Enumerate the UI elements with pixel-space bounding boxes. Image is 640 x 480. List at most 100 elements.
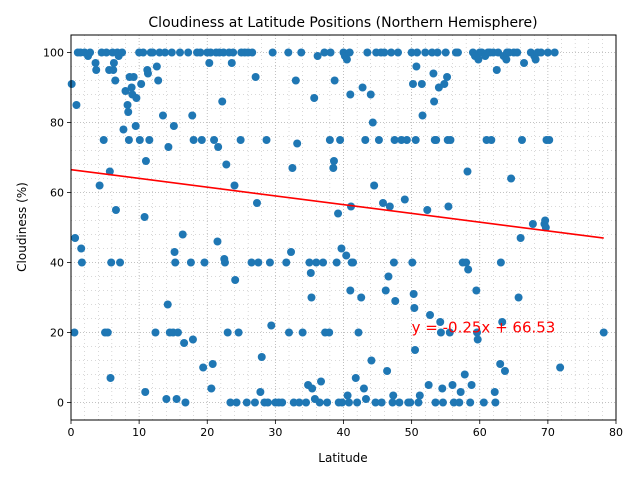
data-point (127, 83, 136, 92)
data-point (389, 258, 398, 267)
data-point (431, 398, 440, 407)
data-point (148, 48, 157, 57)
data-point (298, 328, 307, 337)
data-point (137, 80, 146, 88)
data-point (354, 328, 363, 337)
data-point (466, 398, 475, 407)
data-point (231, 276, 240, 284)
data-point (353, 398, 362, 407)
data-point (307, 293, 316, 302)
data-point (227, 59, 236, 67)
data-point (412, 62, 421, 71)
data-point (164, 143, 173, 151)
x-tick-label: 70 (541, 426, 555, 439)
data-point (479, 398, 488, 407)
data-point (359, 384, 368, 393)
data-point (464, 265, 473, 274)
data-point (516, 234, 525, 242)
y-tick-label: 100 (43, 47, 64, 60)
data-point (77, 244, 86, 253)
x-tick-label: 20 (200, 426, 214, 439)
data-point (325, 328, 334, 337)
data-point (313, 52, 322, 60)
data-point (308, 384, 317, 393)
data-point (370, 181, 379, 190)
y-axis-ticks: 0 20 40 60 80 100 (43, 47, 71, 410)
data-point (257, 353, 266, 361)
data-point (436, 328, 445, 337)
data-point (502, 55, 511, 64)
data-point (487, 136, 496, 144)
data-point (189, 136, 198, 144)
data-point (265, 258, 274, 267)
data-point (288, 164, 297, 172)
data-point (118, 48, 127, 57)
x-tick-label: 10 (132, 426, 146, 439)
data-point (377, 398, 386, 407)
data-point (334, 209, 343, 218)
data-point (473, 328, 482, 337)
data-point (436, 318, 445, 326)
data-point (472, 286, 481, 295)
data-point (537, 48, 546, 57)
data-point (218, 97, 227, 106)
data-point (263, 398, 272, 407)
data-point (492, 66, 501, 74)
data-point (220, 258, 229, 267)
data-point (438, 398, 447, 407)
data-point (498, 318, 507, 326)
data-point (248, 48, 257, 57)
data-point (132, 94, 141, 102)
data-point (169, 122, 178, 130)
y-tick-label: 60 (50, 187, 64, 200)
data-point (106, 374, 115, 382)
data-point (109, 66, 118, 74)
data-point (342, 55, 351, 64)
data-point (172, 395, 181, 403)
data-point (184, 48, 193, 57)
data-point (121, 87, 130, 95)
data-point (196, 48, 205, 57)
data-point (140, 213, 149, 221)
data-point (143, 69, 152, 78)
data-point (424, 381, 433, 389)
data-point (297, 48, 306, 57)
x-tick-label: 30 (268, 426, 282, 439)
y-tick-label: 80 (50, 117, 64, 130)
data-point (394, 48, 402, 57)
data-point (332, 258, 341, 267)
data-point (541, 223, 550, 232)
data-point (344, 398, 353, 407)
data-point (291, 76, 300, 85)
data-point (70, 328, 79, 337)
data-point (151, 328, 160, 337)
data-point (336, 136, 345, 144)
data-point (163, 300, 172, 309)
data-point (444, 202, 453, 211)
data-point (366, 90, 375, 99)
data-point (402, 136, 411, 144)
data-point (268, 48, 277, 57)
data-point (306, 269, 315, 277)
data-point (441, 48, 450, 57)
data-point (410, 304, 419, 312)
data-point (531, 55, 540, 64)
data-point (267, 321, 276, 330)
y-tick-label: 40 (50, 257, 64, 270)
data-point (363, 48, 372, 57)
data-point (302, 398, 311, 407)
data-point (429, 69, 438, 78)
data-point (490, 388, 499, 396)
data-point (361, 136, 370, 144)
data-point (152, 62, 161, 71)
data-point (135, 136, 144, 144)
data-point (250, 398, 259, 407)
data-point (326, 48, 335, 57)
x-tick-label: 0 (68, 426, 75, 439)
data-point (247, 258, 256, 267)
y-tick-label: 20 (50, 327, 64, 340)
data-point (254, 258, 263, 267)
data-point (390, 136, 399, 144)
data-point (491, 398, 500, 407)
data-point (230, 181, 239, 190)
